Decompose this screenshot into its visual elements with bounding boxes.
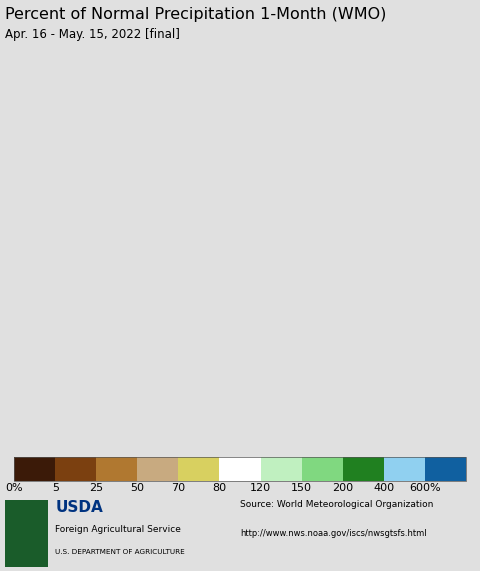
Bar [14,457,466,481]
Text: 150: 150 [291,483,312,493]
Bar [55,457,96,481]
Bar [425,457,466,481]
Text: 70: 70 [171,483,186,493]
Bar [5,500,48,567]
Text: U.S. DEPARTMENT OF AGRICULTURE: U.S. DEPARTMENT OF AGRICULTURE [55,549,185,556]
Bar [343,457,384,481]
Bar [14,457,55,481]
Bar [219,457,261,481]
Bar [96,457,137,481]
Text: USDA: USDA [55,500,103,515]
Text: Source: World Meteorological Organization: Source: World Meteorological Organizatio… [240,500,433,509]
Text: Apr. 16 - May. 15, 2022 [final]: Apr. 16 - May. 15, 2022 [final] [5,29,180,41]
Text: 400: 400 [373,483,394,493]
Bar [384,457,425,481]
Text: 600%: 600% [409,483,440,493]
Text: 50: 50 [131,483,144,493]
Text: 5: 5 [52,483,59,493]
Bar [179,457,219,481]
Text: 25: 25 [89,483,104,493]
Text: 0%: 0% [6,483,23,493]
Text: 120: 120 [250,483,271,493]
Text: Foreign Agricultural Service: Foreign Agricultural Service [55,525,181,534]
Bar [137,457,179,481]
Text: 80: 80 [213,483,227,493]
Text: Percent of Normal Precipitation 1-Month (WMO): Percent of Normal Precipitation 1-Month … [5,7,386,22]
Bar [301,457,343,481]
Text: http://www.nws.noaa.gov/iscs/nwsgtsfs.html: http://www.nws.noaa.gov/iscs/nwsgtsfs.ht… [240,529,427,538]
Text: 200: 200 [332,483,353,493]
Bar [261,457,301,481]
